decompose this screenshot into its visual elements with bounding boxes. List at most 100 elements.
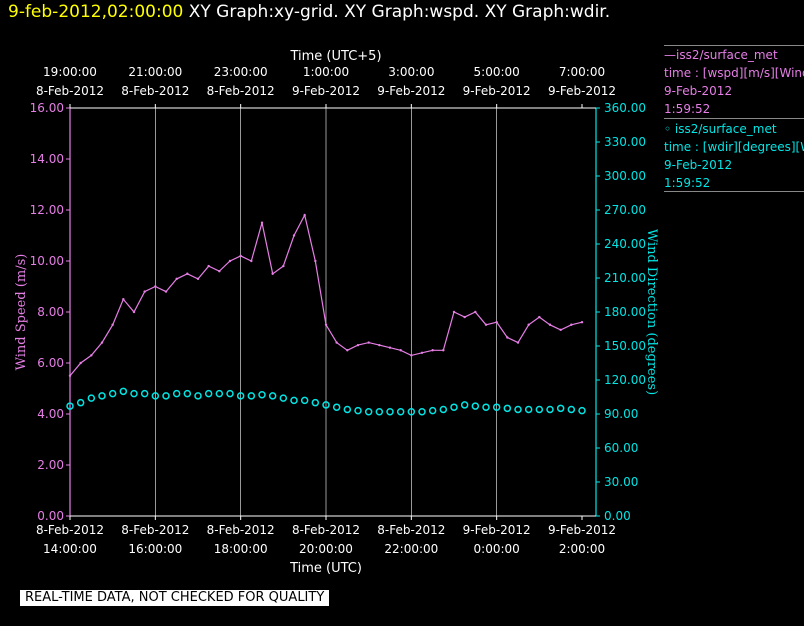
wdir-point — [151, 392, 160, 400]
right-tick-label: 210.00 — [604, 271, 646, 285]
wspd-point — [271, 272, 274, 275]
top-tick-time: 1:00:00 — [303, 65, 349, 79]
wdir-point — [140, 389, 149, 398]
wspd-point — [506, 336, 509, 339]
legend-wspd-variable: time : [wspd][m/s][Wind — [664, 66, 804, 80]
wdir-point — [290, 396, 298, 405]
wdir-point — [482, 403, 490, 411]
wspd-point — [548, 323, 552, 326]
legend-divider — [664, 118, 804, 119]
legend-wspd-source: —iss2/surface_met — [664, 48, 778, 62]
wspd-point — [154, 285, 157, 288]
legend-wdir[interactable]: ◦ iss2/surface_met time : [wdir][degrees… — [664, 120, 804, 192]
bottom-tick-time: 2:00:00 — [559, 542, 605, 556]
wdir-point — [183, 389, 192, 398]
wspd-point — [367, 341, 370, 344]
right-tick-label: 300.00 — [604, 169, 646, 183]
wspd-point — [431, 349, 434, 352]
wdir-point — [460, 401, 469, 409]
wdir-point — [98, 392, 106, 400]
wdir-point — [418, 407, 426, 416]
wdir-point — [364, 407, 373, 416]
legend-divider — [664, 45, 804, 46]
top-tick-date: 9-Feb-2012 — [292, 84, 360, 98]
wdir-point — [343, 405, 352, 414]
right-tick-label: 30.00 — [604, 475, 638, 489]
right-tick-label: 120.00 — [604, 373, 646, 387]
wdir-point — [204, 389, 213, 398]
bottom-tick-time: 18:00:00 — [214, 542, 268, 556]
wspd-point — [346, 349, 349, 352]
wspd-point — [100, 341, 104, 344]
wdir-point — [332, 403, 341, 411]
wspd-point — [132, 310, 136, 314]
wspd-point — [207, 264, 210, 268]
wdir-point — [194, 392, 202, 400]
wdir-point — [567, 405, 576, 414]
top-tick-time: 19:00:00 — [43, 65, 97, 79]
wdir-point — [428, 406, 437, 415]
left-tick-label: 16.00 — [30, 101, 64, 115]
wdir-point — [76, 398, 85, 407]
wspd-point — [228, 259, 232, 263]
wdir-point — [439, 405, 448, 414]
wdir-point — [311, 398, 320, 407]
right-axis-title: Wind Direction (degrees) — [644, 229, 659, 395]
wspd-point — [474, 310, 477, 314]
wspd-point — [335, 341, 338, 344]
bottom-tick-date: 8-Feb-2012 — [121, 523, 189, 537]
top-tick-date: 9-Feb-2012 — [377, 84, 445, 98]
left-tick-label: 6.00 — [37, 356, 64, 370]
wspd-point — [303, 213, 306, 217]
wspd-point — [196, 277, 200, 281]
bottom-tick-date: 8-Feb-2012 — [207, 523, 275, 537]
wdir-point — [503, 404, 512, 413]
right-tick-label: 360.00 — [604, 101, 646, 115]
left-tick-label: 4.00 — [37, 407, 64, 421]
wdir-point — [258, 390, 266, 399]
wspd-point — [175, 277, 178, 281]
wspd-point — [90, 354, 93, 357]
right-tick-label: 0.00 — [604, 509, 631, 523]
wdir-point — [396, 407, 405, 416]
wspd-point — [559, 328, 562, 332]
legend-wspd-time: 1:59:52 — [664, 102, 711, 116]
wspd-point — [527, 323, 530, 326]
wspd-point — [68, 374, 72, 377]
timestamp-label: 9-feb-2012,02:00:00 — [8, 2, 184, 22]
left-tick-label: 8.00 — [37, 305, 64, 319]
right-tick-label: 60.00 — [604, 441, 638, 455]
top-axis-title: Time (UTC+5) — [289, 49, 381, 64]
wdir-point — [556, 404, 565, 413]
left-tick-label: 10.00 — [30, 254, 64, 268]
left-tick-label: 12.00 — [30, 203, 64, 217]
right-tick-label: 240.00 — [604, 237, 646, 251]
wspd-point — [538, 315, 541, 319]
bottom-tick-time: 16:00:00 — [128, 542, 182, 556]
wspd-point — [463, 315, 466, 319]
bottom-tick-date: 8-Feb-2012 — [292, 523, 360, 537]
wdir-point — [322, 401, 330, 409]
legend-wdir-source: ◦ iss2/surface_met — [664, 122, 777, 136]
wdir-point — [279, 394, 288, 402]
legend-wspd[interactable]: —iss2/surface_met time : [wspd][m/s][Win… — [664, 46, 804, 118]
wspd-point — [250, 259, 253, 263]
wdir-point — [535, 405, 544, 414]
wdir-point — [236, 392, 245, 400]
wspd-point — [484, 323, 488, 326]
legend-wdir-variable: time : [wdir][degrees][W — [664, 140, 804, 154]
wspd-point — [218, 270, 221, 273]
wdir-point — [172, 389, 181, 398]
wspd-point — [282, 264, 285, 268]
wdir-point — [514, 405, 522, 414]
top-tick-time: 7:00:00 — [559, 65, 605, 79]
wspd-point — [495, 321, 498, 324]
wdir-point — [215, 389, 224, 398]
wdir-point — [492, 403, 501, 411]
wspd-point — [420, 351, 424, 354]
top-tick-date: 8-Feb-2012 — [121, 84, 189, 98]
left-tick-label: 14.00 — [30, 152, 64, 166]
bottom-tick-date: 9-Feb-2012 — [463, 523, 531, 537]
wdir-point — [524, 405, 533, 414]
